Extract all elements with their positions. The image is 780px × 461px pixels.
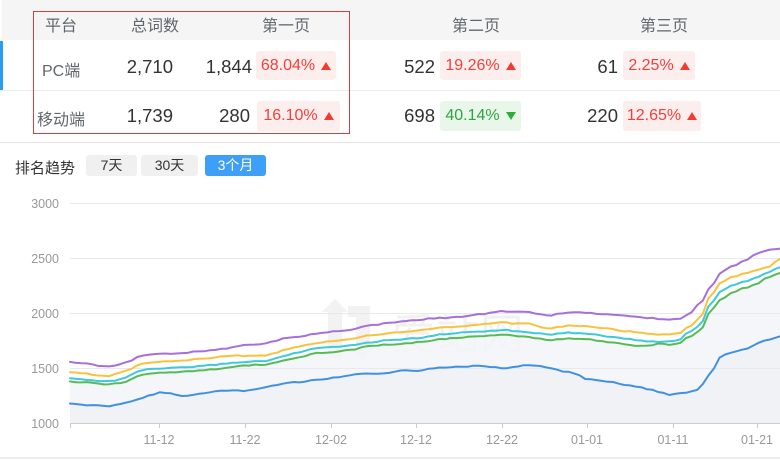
svg-text:2500: 2500 xyxy=(31,252,59,266)
svg-text:11-22: 11-22 xyxy=(229,433,260,447)
svg-text:12-22: 12-22 xyxy=(486,433,518,447)
svg-text:12-12: 12-12 xyxy=(400,433,432,447)
svg-text:11-12: 11-12 xyxy=(143,433,174,447)
svg-text:01-11: 01-11 xyxy=(657,433,688,447)
svg-text:3000: 3000 xyxy=(31,197,59,211)
svg-text:1500: 1500 xyxy=(31,362,59,376)
svg-text:01-21: 01-21 xyxy=(741,433,773,447)
svg-text:01-01: 01-01 xyxy=(571,433,603,447)
svg-text:12-02: 12-02 xyxy=(315,433,347,447)
svg-text:1000: 1000 xyxy=(31,417,59,431)
svg-text:2000: 2000 xyxy=(31,307,59,321)
